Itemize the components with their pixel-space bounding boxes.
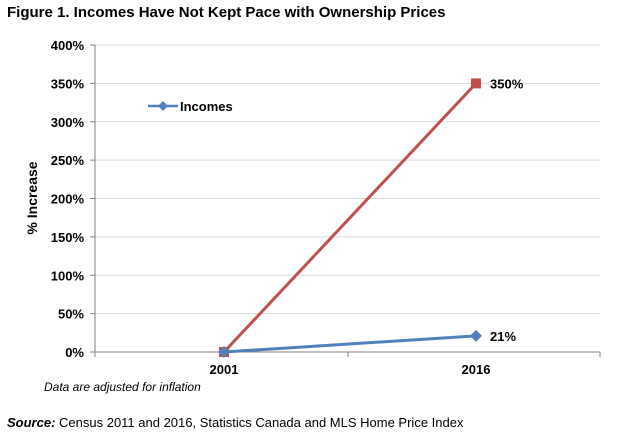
- x-tick-label: 2001: [210, 362, 239, 377]
- y-tick-label: 150%: [51, 230, 85, 245]
- y-tick-labels: 0% 50% 100% 150% 200% 250% 300% 350% 400%: [51, 38, 85, 360]
- legend: Incomes: [148, 99, 233, 114]
- chart-note: Data are adjusted for inflation: [44, 380, 201, 394]
- data-point-square: [471, 78, 481, 89]
- y-tick-label: 400%: [51, 38, 85, 53]
- y-tick-label: 350%: [51, 76, 85, 91]
- axes: [90, 44, 601, 357]
- data-point-diamond: [470, 329, 482, 342]
- source-line: Source: Census 2011 and 2016, Statistics…: [7, 415, 463, 430]
- y-tick-label: 0%: [65, 345, 84, 360]
- data-point-diamond: [218, 346, 230, 358]
- y-tick-label: 200%: [51, 192, 85, 207]
- x-tick-label: 2016: [462, 362, 491, 377]
- page-title: Figure 1. Incomes Have Not Kept Pace wit…: [7, 4, 446, 21]
- gridlines: [95, 44, 600, 315]
- source-label: Source:: [7, 415, 56, 430]
- series-group: 350% 21%: [218, 76, 524, 358]
- y-tick-label: 250%: [51, 153, 85, 168]
- y-tick-label: 300%: [51, 115, 85, 130]
- y-tick-label: 50%: [58, 307, 84, 322]
- legend-label: Incomes: [180, 99, 233, 114]
- series-line: [223, 334, 477, 354]
- legend-swatch-marker: [158, 101, 168, 111]
- source-text: Census 2011 and 2016, Statistics Canada …: [55, 415, 464, 430]
- data-label: 21%: [490, 329, 516, 344]
- series-line: [222, 82, 478, 354]
- data-label: 350%: [490, 76, 524, 91]
- y-tick-label: 100%: [51, 268, 85, 283]
- y-axis-label: % Increase: [24, 161, 40, 234]
- line-chart: 0%50%100%150%200%250%300%350%400% 2001 20…: [24, 38, 601, 377]
- x-tick-labels: 2001 2016: [210, 362, 491, 377]
